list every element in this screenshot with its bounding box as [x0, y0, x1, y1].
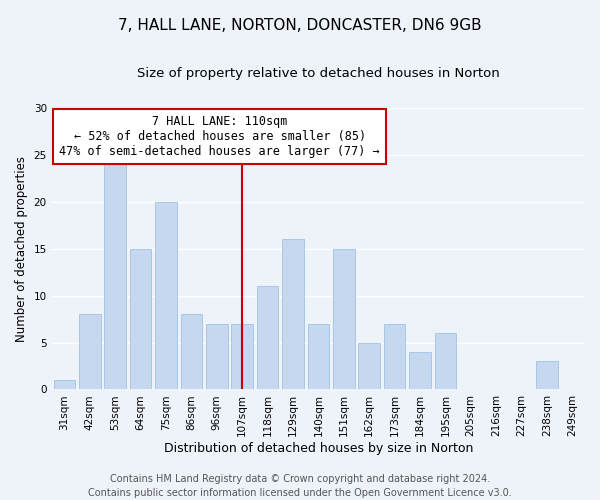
Bar [206, 324, 227, 390]
Bar [155, 202, 177, 390]
Y-axis label: Number of detached properties: Number of detached properties [15, 156, 28, 342]
X-axis label: Distribution of detached houses by size in Norton: Distribution of detached houses by size … [164, 442, 473, 455]
Bar [53, 380, 75, 390]
Bar [282, 240, 304, 390]
Bar [333, 249, 355, 390]
Bar [384, 324, 406, 390]
Bar [409, 352, 431, 390]
Title: Size of property relative to detached houses in Norton: Size of property relative to detached ho… [137, 68, 500, 80]
Bar [308, 324, 329, 390]
Bar [130, 249, 151, 390]
Bar [232, 324, 253, 390]
Text: 7, HALL LANE, NORTON, DONCASTER, DN6 9GB: 7, HALL LANE, NORTON, DONCASTER, DN6 9GB [118, 18, 482, 32]
Bar [104, 164, 126, 390]
Bar [434, 333, 456, 390]
Bar [257, 286, 278, 390]
Bar [358, 342, 380, 390]
Bar [79, 314, 101, 390]
Text: Contains HM Land Registry data © Crown copyright and database right 2024.
Contai: Contains HM Land Registry data © Crown c… [88, 474, 512, 498]
Bar [181, 314, 202, 390]
Text: 7 HALL LANE: 110sqm
← 52% of detached houses are smaller (85)
47% of semi-detach: 7 HALL LANE: 110sqm ← 52% of detached ho… [59, 115, 380, 158]
Bar [536, 362, 557, 390]
